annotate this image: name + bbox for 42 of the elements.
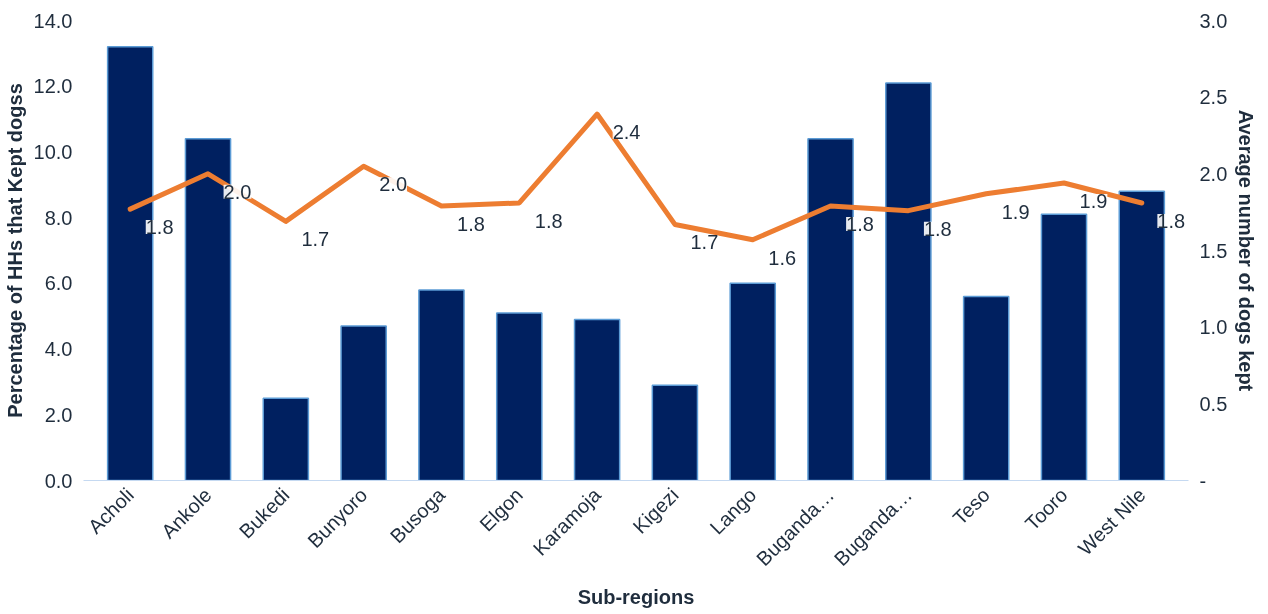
y-tick-label: 14.0 [33, 9, 73, 32]
data-label: 1.9 [1001, 200, 1030, 223]
bar [495, 312, 543, 481]
bar [1040, 213, 1088, 481]
y2-axis-title: Average number of dogs kept [1235, 109, 1258, 392]
y-tick-label: 0.0 [44, 469, 73, 492]
data-label: 1.8 [457, 213, 485, 236]
y2-tick-label: 2.5 [1199, 86, 1228, 109]
y2-tick-label: 1.0 [1199, 316, 1228, 339]
data-label: 1.8 [534, 209, 563, 232]
data-label: 1.8 [145, 216, 174, 239]
x-tick-label: Teso [948, 483, 994, 530]
data-label: 2.4 [612, 121, 641, 144]
data-label: 1.8 [923, 217, 952, 240]
data-label: 1.8 [846, 213, 874, 236]
bar [340, 325, 387, 481]
data-label: 1.7 [301, 228, 330, 251]
bar [262, 397, 310, 481]
bar [573, 318, 621, 481]
data-label: 2.0 [379, 173, 408, 196]
y2-tick-label: 1.5 [1199, 239, 1228, 262]
y2-tick-label: 3.0 [1199, 9, 1228, 32]
y2-tick-label: 2.0 [1199, 162, 1228, 185]
x-axis-title: Sub-regions [577, 585, 695, 608]
data-label: 1.9 [1079, 190, 1108, 213]
y2-tick-label: - [1199, 469, 1207, 492]
bar [418, 289, 465, 481]
data-label: 1.6 [768, 246, 797, 269]
y-tick-label: 12.0 [33, 75, 73, 98]
y-tick-label: 2.0 [44, 403, 73, 426]
data-label: 2.0 [223, 180, 252, 203]
y-axis-title: Percentage of HHs that Kept dogss [3, 83, 26, 418]
y-tick-label: 4.0 [44, 338, 73, 361]
y-tick-label: 8.0 [44, 206, 73, 229]
data-label: 1.7 [690, 231, 719, 254]
y-tick-label: 10.0 [33, 140, 73, 163]
data-label: 1.8 [1157, 209, 1186, 232]
bar [651, 384, 699, 481]
bar [962, 295, 1010, 481]
y2-tick-label: 0.5 [1199, 392, 1228, 415]
y-tick-label: 6.0 [44, 272, 73, 295]
bar [729, 282, 777, 481]
